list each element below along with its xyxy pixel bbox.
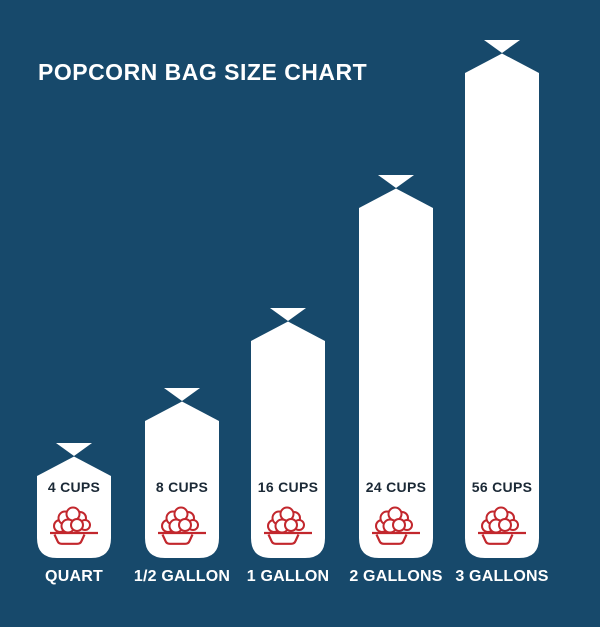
chart-title: POPCORN BAG SIZE CHART bbox=[38, 59, 368, 85]
bag-cups-label: 56 CUPS bbox=[471, 479, 533, 495]
popcorn-bag-4: 24 CUPS bbox=[359, 175, 433, 558]
bag-cups-label: 24 CUPS bbox=[365, 479, 427, 495]
popcorn-bowl-icon bbox=[372, 506, 420, 545]
bag-shape bbox=[251, 308, 325, 558]
bag-shape bbox=[359, 175, 433, 558]
popcorn-bowl-icon bbox=[50, 506, 98, 545]
bag-shape bbox=[465, 40, 539, 558]
bag-size-label-5: 3 GALLONS bbox=[455, 568, 549, 585]
bag-size-label-2: 1/2 GALLON bbox=[133, 568, 231, 585]
popcorn-bag-2: 8 CUPS bbox=[145, 388, 219, 558]
bag-shape bbox=[145, 388, 219, 558]
bag-cups-label: 16 CUPS bbox=[257, 479, 319, 495]
popcorn-bag-1: 4 CUPS bbox=[37, 443, 111, 558]
popcorn-bag-3: 16 CUPS bbox=[251, 308, 325, 558]
popcorn-bowl-icon bbox=[478, 506, 526, 545]
popcorn-bowl-icon bbox=[158, 506, 206, 545]
bag-cups-label: 4 CUPS bbox=[47, 479, 101, 495]
bag-cups-label: 8 CUPS bbox=[155, 479, 209, 495]
bag-size-label-4: 2 GALLONS bbox=[349, 568, 443, 585]
bag-size-label-3: 1 GALLON bbox=[246, 568, 330, 585]
popcorn-bag-5: 56 CUPS bbox=[465, 40, 539, 558]
bag-size-label-1: QUART bbox=[45, 568, 103, 585]
popcorn-bowl-icon bbox=[264, 506, 312, 545]
